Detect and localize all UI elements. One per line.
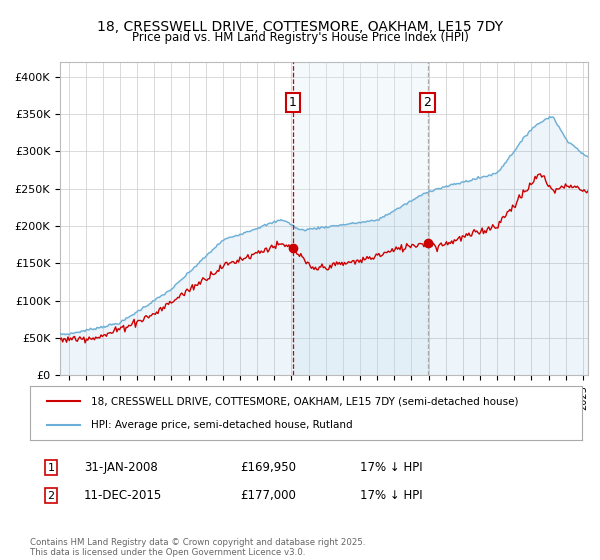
Bar — [293, 62, 428, 375]
Text: Price paid vs. HM Land Registry's House Price Index (HPI): Price paid vs. HM Land Registry's House … — [131, 31, 469, 44]
Text: £169,950: £169,950 — [240, 461, 296, 474]
Text: 11-DEC-2015: 11-DEC-2015 — [84, 489, 162, 502]
Text: 31-JAN-2008: 31-JAN-2008 — [84, 461, 158, 474]
Text: 1: 1 — [289, 96, 297, 109]
Text: 2: 2 — [47, 491, 55, 501]
Text: £177,000: £177,000 — [240, 489, 296, 502]
Text: 18, CRESSWELL DRIVE, COTTESMORE, OAKHAM, LE15 7DY: 18, CRESSWELL DRIVE, COTTESMORE, OAKHAM,… — [97, 20, 503, 34]
Text: 18, CRESSWELL DRIVE, COTTESMORE, OAKHAM, LE15 7DY (semi-detached house): 18, CRESSWELL DRIVE, COTTESMORE, OAKHAM,… — [91, 396, 518, 407]
Text: 1: 1 — [47, 463, 55, 473]
Text: Contains HM Land Registry data © Crown copyright and database right 2025.
This d: Contains HM Land Registry data © Crown c… — [30, 538, 365, 557]
Text: 17% ↓ HPI: 17% ↓ HPI — [360, 489, 422, 502]
Text: 17% ↓ HPI: 17% ↓ HPI — [360, 461, 422, 474]
Text: HPI: Average price, semi-detached house, Rutland: HPI: Average price, semi-detached house,… — [91, 419, 352, 430]
Text: 2: 2 — [424, 96, 431, 109]
